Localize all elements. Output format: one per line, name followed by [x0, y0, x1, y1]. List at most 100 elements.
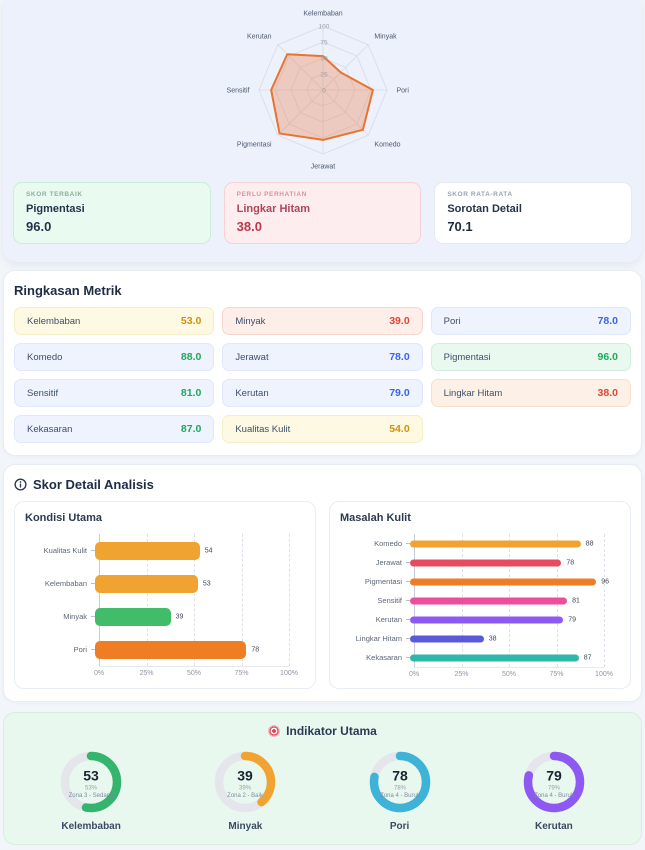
bar-row: Kualitas Kulit 54	[25, 534, 305, 567]
target-icon	[268, 725, 281, 737]
gauge-donut: 53 53%Zona 3 - Sedang	[60, 751, 122, 813]
bar-track: 78	[410, 553, 604, 572]
radar-tick-label: 100	[318, 24, 329, 31]
x-axis: 0% 25% 50% 75% 100%	[94, 666, 298, 679]
metric-tile: Jerawat 78.0	[222, 343, 423, 371]
metric-tile-label: Pori	[443, 315, 461, 327]
bar-chart-plot[interactable]: Komedo 88 Jerawat 78 Pigmentasi 96 Sensitif 81 K…	[340, 534, 620, 667]
gauge-zone: Zona 3 - Sedang	[69, 793, 114, 799]
metrics-summary-title: Ringkasan Metrik	[14, 283, 122, 298]
bar[interactable]	[95, 574, 198, 593]
bar-category-label: Pori	[73, 645, 87, 654]
bar-value-label: 39	[175, 613, 184, 620]
bar-value-label: 53	[202, 580, 211, 587]
radar-tick-label: 75	[320, 40, 328, 47]
gridline	[604, 534, 605, 667]
bar-row: Jerawat 78	[340, 553, 620, 572]
bar-value-label: 38	[488, 635, 497, 642]
axis-tickmark	[406, 543, 410, 544]
x-axis-tick-label: 0%	[408, 671, 420, 678]
main-condition-bar-chart[interactable]: Kualitas Kulit 54 Kelembaban 53 Minyak 39 Pori…	[25, 534, 305, 679]
axis-tickmark	[91, 649, 95, 650]
average-score-caption: SKOR RATA-RATA	[447, 191, 513, 198]
bar[interactable]	[410, 597, 568, 604]
gauge-metric-label: Kelembaban	[61, 821, 121, 832]
metric-tile: Kualitas Kulit 54.0	[222, 415, 423, 443]
radar-axis-label: Pigmentasi	[236, 141, 271, 148]
radar-axis-label: Minyak	[374, 34, 397, 41]
bar-value-label: 78	[566, 559, 575, 566]
bar-chart-plot[interactable]: Kualitas Kulit 54 Kelembaban 53 Minyak 39 Pori…	[25, 534, 305, 666]
radar-tick-label: 50	[320, 56, 328, 63]
bar-track: 38	[410, 629, 604, 648]
main-condition-chart-panel: Kondisi Utama Kualitas Kulit 54 Kelembaban…	[14, 501, 316, 689]
average-score-metric: Sorotan Detail	[447, 202, 522, 215]
bar[interactable]	[410, 540, 581, 547]
bar-row: Lingkar Hitam 38	[340, 629, 620, 648]
gauge-percent: 39%	[239, 786, 252, 792]
metric-tile-label: Kelembaban	[27, 315, 81, 327]
gauge-metric-label: Minyak	[228, 821, 263, 832]
gridline	[241, 534, 243, 666]
axis-tickmark	[406, 581, 410, 582]
metric-tile-value: 81.0	[180, 387, 202, 399]
bar[interactable]	[410, 654, 579, 661]
metric-tile-label: Kekasaran	[27, 423, 73, 435]
metric-tile: Kekasaran 87.0	[14, 415, 215, 443]
bar-track: 54	[95, 534, 289, 567]
bar-track: 53	[95, 567, 289, 600]
radar-axis-label: Sensitif	[226, 88, 249, 95]
x-axis-tick-label: 50%	[186, 670, 202, 677]
metric-tile: Kelembaban 53.0	[14, 307, 215, 335]
skin-problems-chart-title: Masalah Kulit	[340, 512, 411, 524]
bar[interactable]	[95, 541, 200, 560]
bar[interactable]	[410, 578, 597, 585]
bar-category-label: Pigmentasi	[364, 577, 402, 586]
bar-row: Kekasaran 87	[340, 648, 620, 667]
bar-row: Pigmentasi 96	[340, 572, 620, 591]
indicator-gauge: 53 53% Zona 3 - Sedang Kelembaban	[14, 749, 168, 832]
bar[interactable]	[410, 559, 562, 566]
bar-track: 87	[410, 648, 604, 667]
metric-tile-value: 78.0	[597, 315, 618, 327]
bar[interactable]	[410, 635, 484, 642]
best-score-value: 96.0	[26, 219, 52, 234]
x-axis-tick-label: 75%	[234, 670, 249, 677]
bar[interactable]	[95, 607, 171, 626]
axis-tickmark	[91, 583, 95, 584]
gauge-arc	[523, 751, 585, 813]
axis-tickmark	[406, 562, 410, 563]
gauge-arc	[60, 751, 122, 813]
attention-score-value: 38.0	[236, 219, 262, 234]
bar[interactable]	[410, 616, 564, 623]
metric-tile-label: Kerutan	[235, 387, 269, 399]
detail-scores-title: Skor Detail Analisis	[33, 477, 154, 492]
bar-category-label: Komedo	[374, 539, 402, 548]
gauge-zone: Zona 4 - Buruk	[380, 793, 421, 799]
gauge-metric-label: Pori	[389, 821, 410, 832]
x-axis-tick-label: 25%	[139, 670, 154, 677]
bar-track: 88	[410, 534, 604, 553]
axis-tickmark	[406, 600, 410, 601]
axis-tickmark	[91, 550, 95, 551]
gauge-arc	[369, 751, 430, 813]
bar[interactable]	[95, 640, 247, 659]
indicator-gauge: 39 39% Zona 2 - Baik Minyak	[168, 749, 322, 832]
bar-category-label: Minyak	[63, 612, 87, 621]
x-axis-tick-label: 100%	[280, 670, 298, 677]
radar-chart[interactable]: 100 75 50 25 0 Kelembaban Minyak Pori Komedo Jera…	[13, 0, 632, 182]
bar-value-label: 88	[585, 540, 594, 547]
metric-tile-value: 96.0	[597, 351, 618, 363]
gauge-value: 78	[392, 768, 408, 784]
bar-category-label: Kekasaran	[366, 653, 402, 662]
x-axis-tick-label: 75%	[549, 671, 564, 678]
radar-axis-label: Jerawat	[310, 163, 335, 170]
metric-tile-value: 53.0	[180, 315, 202, 327]
gauge-percent: 79%	[548, 786, 561, 792]
metric-tile-label: Minyak	[235, 315, 266, 327]
skin-problems-bar-chart[interactable]: Komedo 88 Jerawat 78 Pigmentasi 96 Sensitif 81 K…	[340, 534, 620, 680]
metric-tile: Pori 78.0	[430, 307, 631, 335]
gauge-percent: 53%	[85, 786, 98, 792]
axis-tickmark	[406, 619, 410, 620]
summary-cards-row: SKOR TERBAIK Pigmentasi 96.0 PERLU PERHA…	[13, 182, 632, 244]
